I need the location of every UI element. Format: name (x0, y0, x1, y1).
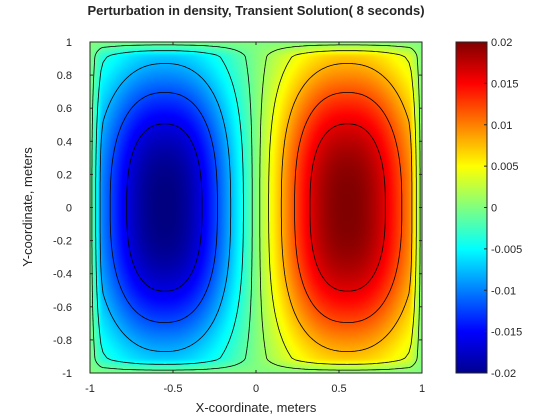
x-tick-label: -1 (85, 383, 95, 395)
colorbar-tick-label: 0.005 (491, 161, 519, 173)
contour-lines (91, 44, 421, 371)
x-axis-label: X-coordinate, meters (196, 400, 317, 415)
y-tick-label: 0.2 (57, 169, 72, 181)
x-axis: -1 -0.5 0 0.5 1 (85, 42, 425, 395)
contour-line-4 (91, 44, 253, 371)
y-tick-label: 0.6 (57, 103, 72, 115)
x-tick-label: -0.5 (164, 383, 183, 395)
y-tick-label: 0.4 (57, 136, 72, 148)
colorbar-tick-label: 0.015 (491, 78, 519, 90)
contour-line-5 (259, 44, 421, 371)
y-axis-label: Y-coordinate, meters (20, 147, 35, 267)
contour-line-9 (309, 123, 386, 292)
contour-line-6 (268, 50, 417, 365)
colorbar-gradient (455, 41, 488, 374)
contour-line-0 (126, 123, 203, 292)
y-tick-label: -0.2 (53, 236, 72, 248)
colorbar-tick-label: -0.02 (491, 368, 516, 380)
x-tick-label: 1 (419, 383, 425, 395)
contour-line-8 (294, 92, 403, 323)
colorbar: 0.02 0.015 0.01 0.005 0 -0.005 -0.01 -0.015 -0.0… (455, 37, 522, 380)
colorbar-tick-label: 0 (491, 203, 497, 215)
y-tick-label: 0 (66, 203, 72, 215)
colorbar-tick-label: 0.01 (491, 120, 512, 132)
contour-line-1 (109, 92, 218, 323)
y-tick-label: -0.4 (53, 269, 72, 281)
colorbar-tick-label: 0.02 (491, 37, 512, 49)
colorbar-tick-label: -0.01 (491, 285, 516, 297)
y-tick-label: -1 (62, 368, 72, 380)
y-tick-label: 1 (66, 37, 72, 49)
density-heatmap (90, 42, 422, 373)
y-axis: 1 0.8 0.6 0.4 0.2 0 -0.2 -0.4 -0.6 -0.8 -1 (53, 37, 422, 380)
x-tick-label: 0 (253, 383, 259, 395)
y-tick-label: 0.8 (57, 70, 72, 82)
chart-title: Perturbation in density, Transient Solut… (87, 3, 424, 18)
contour-line-2 (99, 63, 232, 352)
plot-area (89, 41, 423, 374)
colorbar-tick-label: -0.005 (491, 244, 522, 256)
x-tick-label: 0.5 (331, 383, 346, 395)
y-tick-label: -0.8 (53, 335, 72, 347)
contour-line-3 (95, 50, 244, 365)
colorbar-tick-label: -0.015 (491, 327, 522, 339)
contour-line-7 (280, 63, 413, 352)
y-tick-label: -0.6 (53, 302, 72, 314)
colorbar-ticks: 0.02 0.015 0.01 0.005 0 -0.005 -0.01 -0.015 -0.0… (484, 37, 522, 380)
